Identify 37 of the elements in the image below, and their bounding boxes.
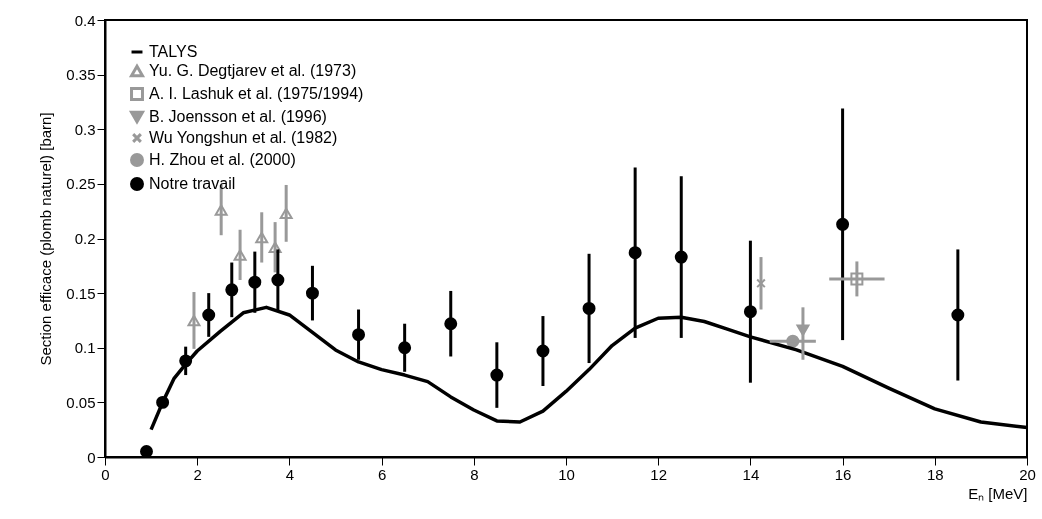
legend-label: Notre travail	[149, 175, 236, 192]
point	[233, 249, 247, 261]
x-tick-label: 6	[377, 465, 387, 483]
point	[214, 204, 228, 216]
point	[850, 272, 864, 286]
x-tick-label: 10	[558, 465, 575, 483]
y-tick-label: 0	[87, 448, 96, 466]
legend-label: TALYS	[149, 43, 198, 60]
point	[756, 278, 766, 289]
x-tick-label: 14	[742, 465, 760, 483]
y-tick-label: 0.05	[66, 393, 96, 411]
x-tick-label: 18	[926, 465, 944, 483]
legend-label: Wu Yongshun et al. (1982)	[149, 129, 338, 146]
x-tick-label: 0	[101, 465, 110, 483]
y-tick-label: 0.2	[74, 230, 96, 247]
legend-label: B. Joensson et al. (1996)	[149, 108, 327, 125]
y-tick-label: 0.25	[66, 175, 96, 193]
x-tick-label: 16	[834, 465, 852, 483]
y-tick-label: 0.15	[66, 284, 96, 302]
y-tick-label: 0.4	[74, 11, 96, 29]
point	[255, 231, 269, 244]
y-tick-label: 0.1	[74, 339, 96, 357]
y-axis-title: Section efficace (plomb naturel) [barn]	[37, 112, 55, 366]
legend-label: H. Zhou et al. (2000)	[149, 151, 296, 168]
point	[187, 314, 201, 327]
y-tick-label: 0.35	[66, 66, 96, 84]
point	[279, 207, 293, 220]
x-tick-label: 20	[1019, 465, 1036, 483]
point	[268, 241, 282, 253]
x-tick-label: 12	[650, 465, 668, 483]
x-tick-label: 4	[285, 465, 295, 483]
legend-label: Yu. G. Degtjarev et al. (1973)	[149, 62, 357, 79]
x-tick-label: 8	[470, 465, 479, 483]
y-tick-label: 0.3	[74, 120, 96, 138]
x-axis-title: Eₙ [MeV]	[968, 484, 1028, 502]
x-tick-label: 2	[193, 465, 202, 483]
legend-label: A. I. Lashuk et al. (1975/1994)	[149, 85, 364, 102]
